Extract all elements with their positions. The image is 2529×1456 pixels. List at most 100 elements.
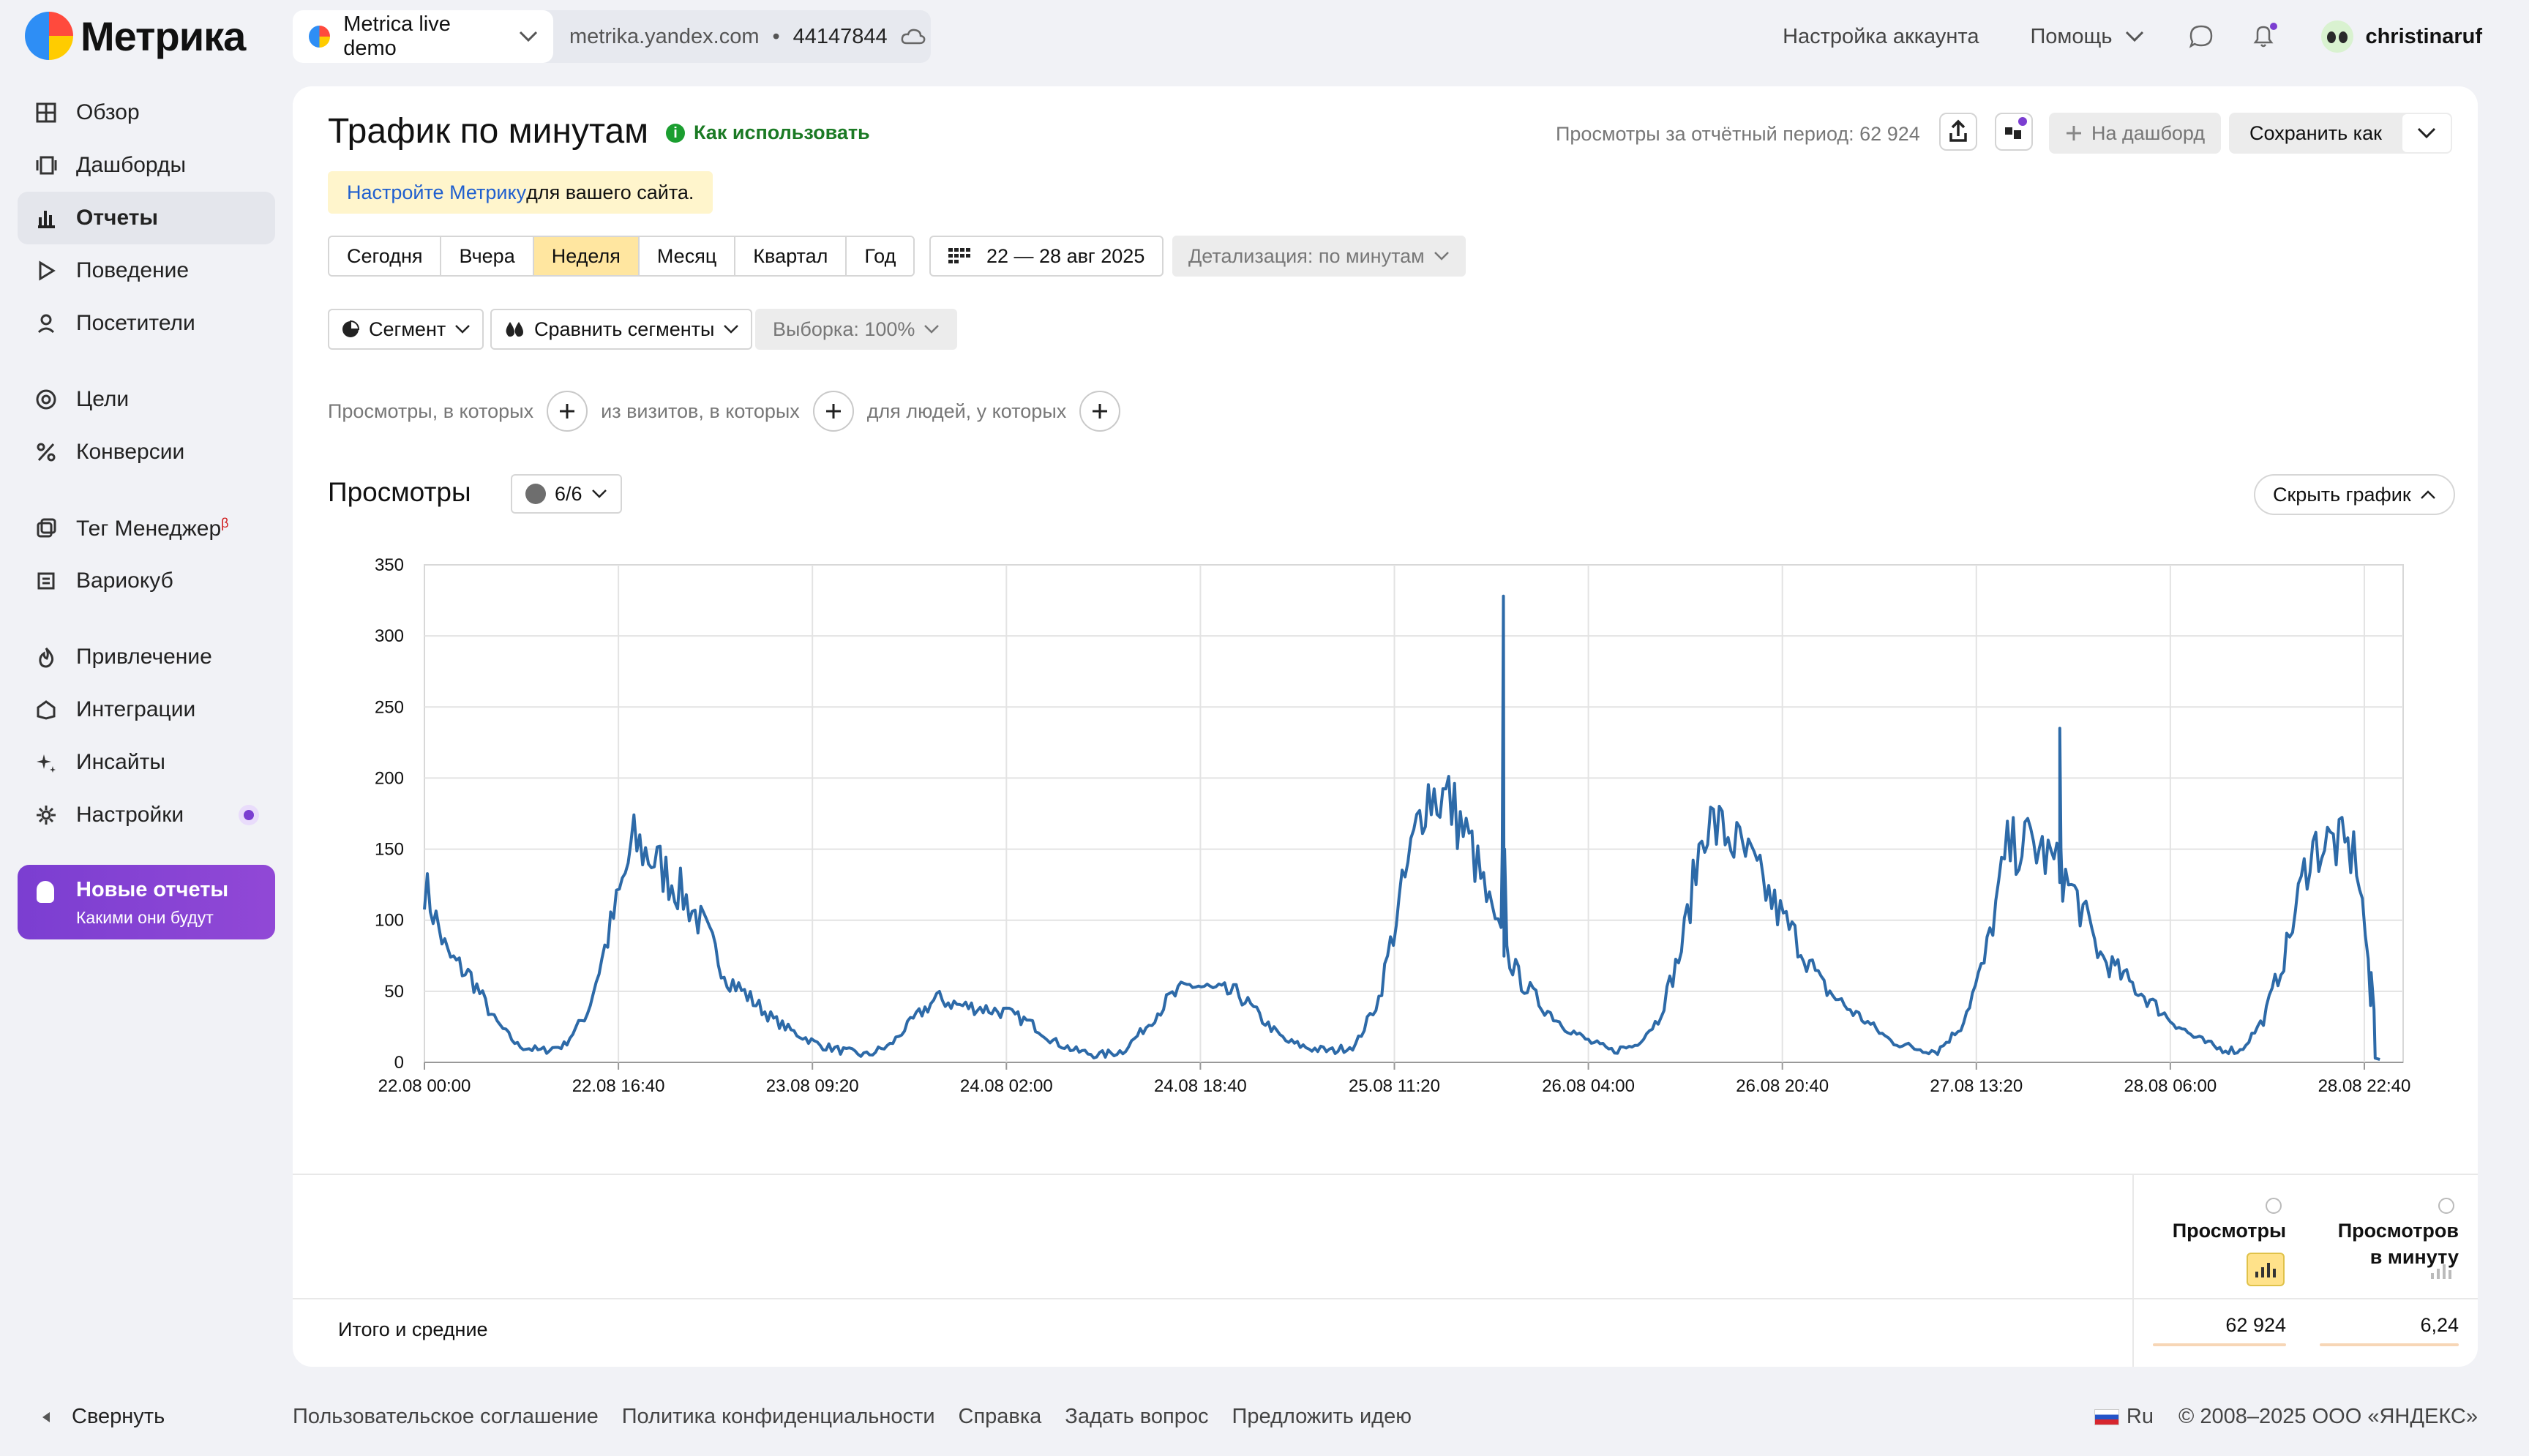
setup-metrika-link[interactable]: Настройте Метрику [347, 181, 527, 203]
add-to-dashboard-button[interactable]: На дашборд [2049, 113, 2222, 154]
save-as-label: Сохранить как [2249, 121, 2382, 144]
period-quarter[interactable]: Квартал [735, 237, 847, 275]
sidebar-item-label: Конверсии [76, 440, 185, 464]
logo[interactable]: Метрика [25, 12, 246, 60]
counter-select[interactable]: Metrica live demo [293, 10, 553, 63]
account-settings-link[interactable]: Настройка аккаунта [1783, 24, 1979, 48]
compare-segments-button[interactable]: Сравнить сегменты [490, 309, 753, 350]
period-selector: Сегодня Вчера Неделя Месяц Квартал Год [328, 236, 915, 277]
totals-label: Итого и средние [338, 1318, 488, 1340]
save-as-dropdown[interactable] [2402, 114, 2451, 152]
period-yesterday[interactable]: Вчера [441, 237, 534, 275]
footer-link-idea[interactable]: Предложить идею [1232, 1405, 1412, 1428]
sidebar-item-variocube[interactable]: Вариокуб [18, 555, 275, 607]
footer-link-user-agreement[interactable]: Пользовательское соглашение [293, 1405, 599, 1428]
footer-link-help[interactable]: Справка [958, 1405, 1042, 1428]
sidebar-item-insights[interactable]: Инсайты [18, 736, 275, 789]
chevron-down-icon [455, 325, 471, 334]
footer-link-ask[interactable]: Задать вопрос [1065, 1405, 1209, 1428]
add-views-filter-button[interactable] [547, 391, 588, 432]
sparkle-icon [37, 754, 56, 773]
segment-button[interactable]: Сегмент [328, 309, 484, 350]
total-views-value: 62 924 [2225, 1314, 2286, 1336]
footer-link-privacy[interactable]: Политика конфиденциальности [621, 1405, 935, 1428]
sidebar-item-reports[interactable]: Отчеты [18, 192, 275, 244]
column-chart-toggle-views[interactable] [2247, 1253, 2285, 1286]
total-per-minute-value: 6,24 [2420, 1314, 2459, 1336]
export-button[interactable] [1939, 113, 1977, 151]
sidebar-item-label: Цели [76, 387, 130, 411]
table-column-divider [2132, 1175, 2134, 1367]
sidebar-item-label: Тег Менеджерβ [76, 515, 229, 541]
variocube-icon [37, 572, 55, 590]
new-reports-promo[interactable]: Новые отчеты Какими они будут [18, 865, 275, 939]
column-chart-toggle-per-minute[interactable] [2422, 1253, 2460, 1286]
plus-icon [1093, 404, 1108, 419]
help-circle-icon[interactable] [2438, 1197, 2454, 1214]
settings-notification-badge [239, 805, 259, 825]
sidebar: Обзор Дашборды Отчеты Поведение Посетите… [18, 86, 275, 841]
sidebar-item-label: Инсайты [76, 750, 165, 774]
save-as-button[interactable]: Сохранить как [2229, 113, 2452, 154]
sidebar-item-overview[interactable]: Обзор [18, 86, 275, 139]
sidebar-item-label: Интеграции [76, 697, 196, 721]
user-menu[interactable]: christinaruf [2321, 20, 2482, 53]
copyright: © 2008–2025 ООО «ЯНДЕКС» [2178, 1405, 2478, 1428]
how-to-use-label: Как использовать [694, 121, 870, 143]
lightbulb-icon [37, 881, 54, 903]
sidebar-item-settings[interactable]: Настройки [18, 789, 275, 841]
add-people-filter-button[interactable] [1079, 391, 1121, 432]
date-range-label: 22 — 28 авг 2025 [986, 244, 1145, 267]
sample-select[interactable]: Выборка: 100% [755, 309, 958, 350]
help-circle-icon[interactable] [2266, 1197, 2282, 1214]
date-range-picker[interactable]: 22 — 28 авг 2025 [929, 236, 1164, 277]
granularity-select[interactable]: Детализация: по минутам [1172, 236, 1466, 277]
series-count: 6/6 [555, 482, 582, 505]
plus-icon [560, 404, 575, 419]
setup-banner: Настройте Метрику для вашего сайта. [328, 171, 713, 214]
period-month[interactable]: Месяц [639, 237, 736, 275]
segment-label: Сегмент [369, 318, 446, 340]
sidebar-item-integrations[interactable]: Интеграции [18, 683, 275, 736]
total-views-bar [2153, 1343, 2286, 1346]
total-per-minute-bar [2320, 1343, 2459, 1346]
chevron-down-icon [519, 31, 537, 42]
chat-icon[interactable] [2188, 23, 2214, 50]
period-year[interactable]: Год [847, 237, 914, 275]
sidebar-item-tag-manager[interactable]: Тег Менеджерβ [18, 502, 275, 555]
help-menu[interactable]: Помощь [2030, 25, 2144, 49]
alice-ai-button[interactable] [1995, 113, 2033, 151]
column-header-views[interactable]: Просмотры [2153, 1191, 2286, 1244]
hide-chart-button[interactable]: Скрыть график [2254, 474, 2455, 515]
compare-drops-icon [506, 322, 523, 337]
counter-icon [309, 26, 331, 48]
avatar [2321, 20, 2354, 53]
user-icon [37, 314, 55, 334]
add-visits-filter-button[interactable] [812, 391, 854, 432]
chevron-down-icon [1434, 252, 1449, 260]
hide-chart-label: Скрыть график [2273, 483, 2411, 506]
sidebar-item-visitors[interactable]: Посетители [18, 297, 275, 350]
sidebar-item-acquisition[interactable]: Привлечение [18, 631, 275, 683]
gear-icon [37, 806, 56, 825]
sidebar-item-label: Поведение [76, 258, 190, 282]
collapse-sidebar-button[interactable]: Свернуть [41, 1405, 165, 1429]
share-icon [1949, 119, 1967, 142]
how-to-use-link[interactable]: i Как использовать [666, 121, 870, 144]
bell-icon[interactable] [2249, 22, 2279, 51]
help-label: Помощь [2030, 24, 2113, 48]
granularity-label: Детализация: по минутам [1188, 244, 1425, 267]
period-week[interactable]: Неделя [533, 237, 640, 275]
sidebar-item-dashboards[interactable]: Дашборды [18, 139, 275, 192]
period-today[interactable]: Сегодня [329, 237, 442, 275]
sidebar-item-goals[interactable]: Цели [18, 373, 275, 426]
table-header-divider [293, 1298, 2478, 1299]
series-color-icon [525, 484, 546, 504]
language-switcher[interactable]: Ru [2094, 1405, 2154, 1429]
cloud-icon[interactable] [901, 28, 926, 45]
percent-icon [37, 443, 56, 462]
series-selector[interactable]: 6/6 [511, 474, 622, 514]
sidebar-item-behavior[interactable]: Поведение [18, 244, 275, 297]
target-icon [36, 389, 56, 410]
sidebar-item-conversions[interactable]: Конверсии [18, 426, 275, 479]
